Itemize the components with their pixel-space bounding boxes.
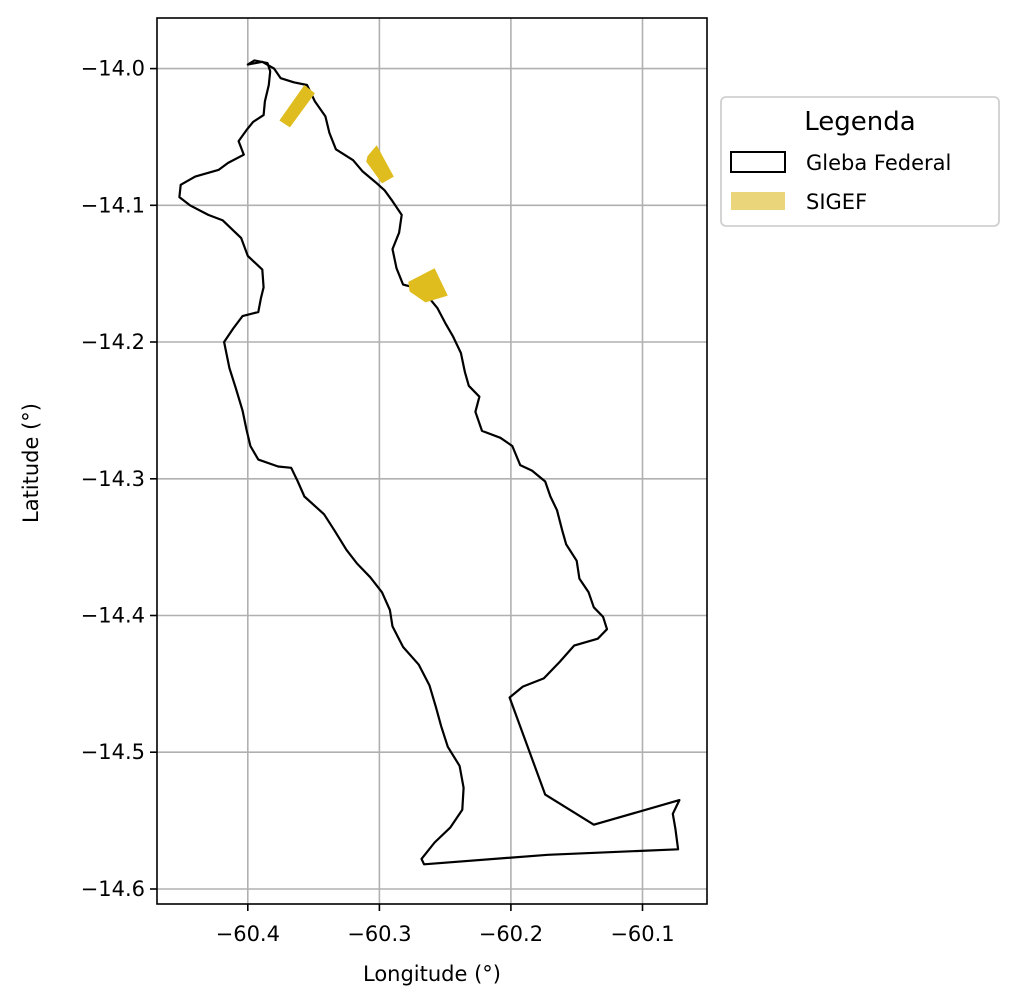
sigef-parcels (279, 85, 448, 303)
map-data-layer (178, 59, 681, 866)
y-tick-label: −14.1 (81, 193, 145, 217)
x-tick-label: −60.2 (479, 922, 543, 946)
axis-ticks: −60.4 −60.3 −60.2 −60.1 −14.0 −14.1 −14.2 −14.3… (81, 57, 675, 946)
y-tick-label: −14.3 (81, 467, 145, 491)
legend: Legenda Gleba Federal SIGEF (720, 96, 1000, 227)
y-tick-label: −14.0 (81, 57, 145, 81)
x-axis-label: Longitude (°) (363, 962, 501, 986)
x-tick-label: −60.3 (347, 922, 411, 946)
legend-box (720, 96, 1000, 227)
legend-label-sigef: SIGEF (806, 190, 867, 214)
y-tick-label: −14.4 (81, 604, 145, 628)
x-tick-label: −60.4 (216, 922, 280, 946)
y-tick-label: −14.5 (81, 740, 145, 764)
legend-swatch-sigef (731, 192, 785, 210)
legend-label-gleba-federal: Gleba Federal (806, 151, 951, 175)
y-tick-label: −14.2 (81, 330, 145, 354)
y-axis-label: Latitude (°) (19, 403, 43, 523)
sigef-parcel-3 (408, 268, 448, 303)
sigef-parcel-1 (279, 85, 315, 128)
x-tick-label: −60.1 (610, 922, 674, 946)
plot-frame (156, 17, 708, 905)
legend-title: Legenda (804, 107, 915, 137)
y-tick-label: −14.6 (81, 877, 145, 901)
sigef-parcel-2 (366, 145, 394, 184)
grid-lines (157, 18, 707, 904)
legend-swatch-gleba-federal (730, 151, 786, 173)
